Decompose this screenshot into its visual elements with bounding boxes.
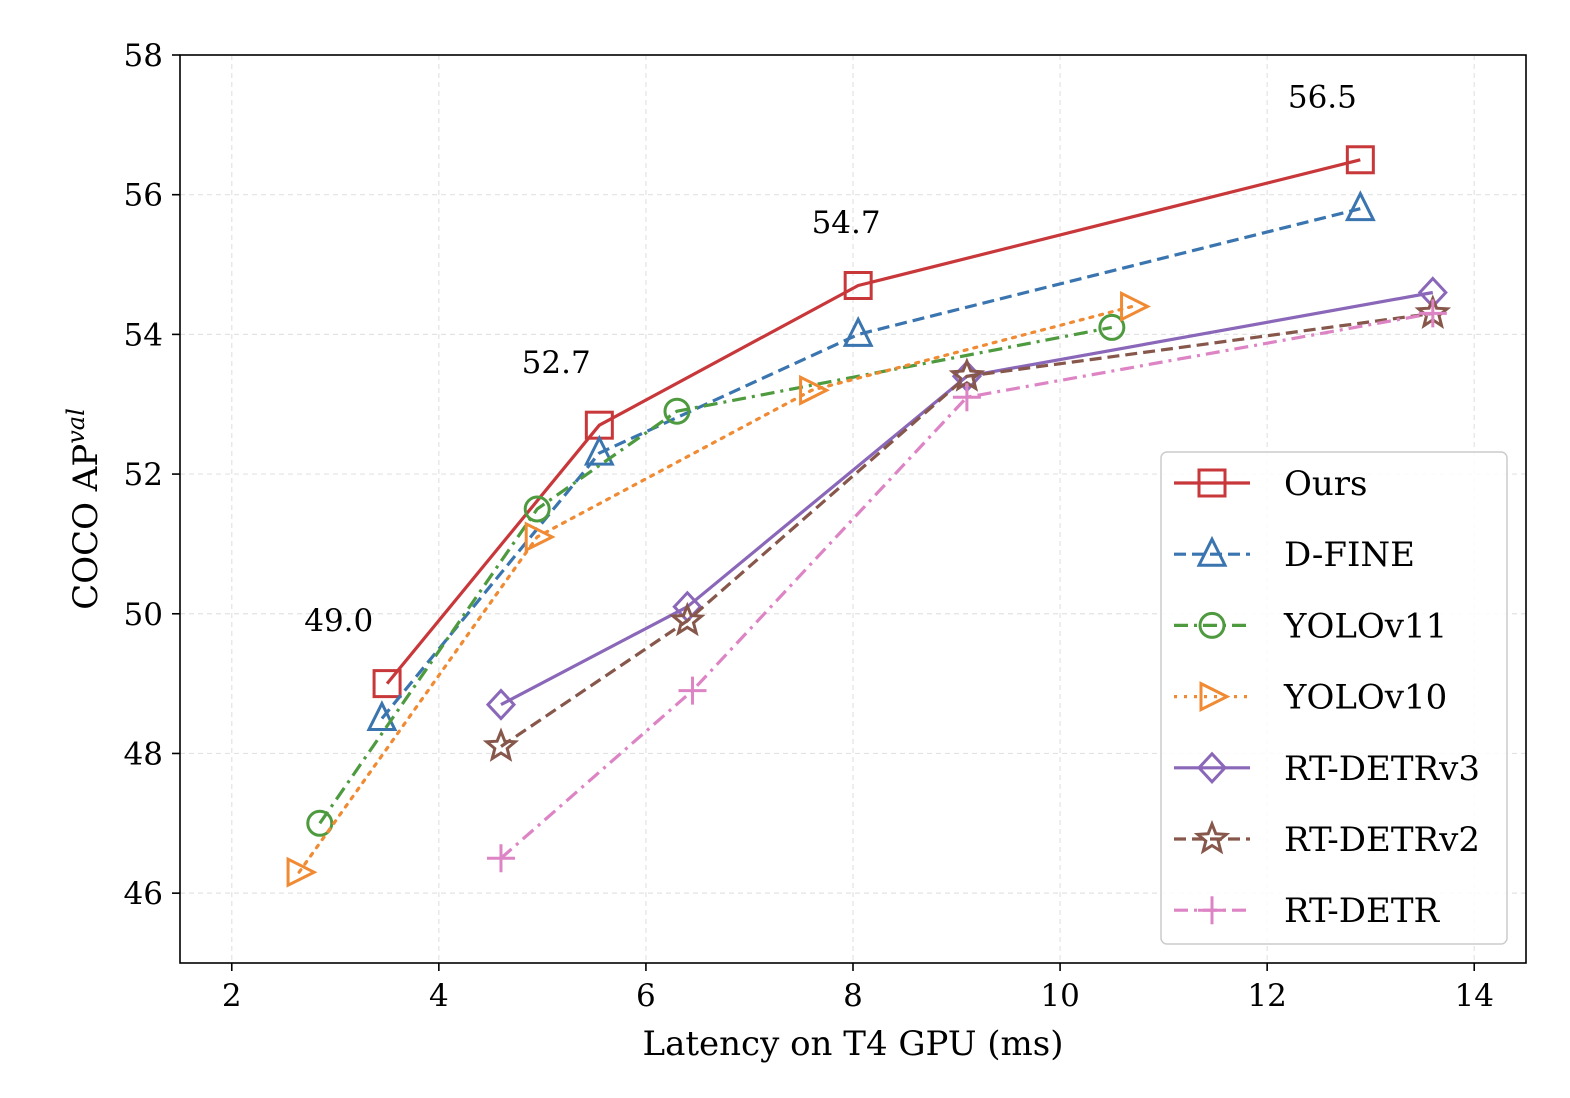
data-point-yolov10	[524, 521, 556, 553]
legend-label: RT-DETRv2	[1284, 820, 1480, 860]
legend-item-rt-detr: RT-DETR	[1174, 891, 1441, 931]
data-point-rt-detrv3	[485, 688, 517, 721]
series-layer	[286, 145, 1452, 888]
data-point-rt-detr	[486, 844, 515, 873]
legend-marker-rt-detrv3	[1196, 751, 1228, 785]
x-tick-label: 8	[843, 978, 863, 1014]
x-tick-label: 6	[636, 978, 656, 1014]
data-point-ours	[843, 270, 873, 300]
series-yolov11	[306, 313, 1126, 837]
data-point-yolov10	[286, 856, 318, 888]
legend-marker-yolov10	[1199, 681, 1231, 713]
y-tick-label: 48	[124, 736, 163, 772]
legend-marker-rt-detrv2	[1193, 819, 1231, 855]
series-line-d-fine	[380, 207, 1361, 720]
series-ours	[372, 145, 1375, 699]
data-point-rt-detr	[678, 676, 707, 705]
data-point-rt-detr	[952, 383, 981, 412]
series-line-yolov11	[318, 325, 1113, 825]
data-point-d-fine	[1344, 190, 1376, 222]
legend-item-ours: Ours	[1174, 464, 1367, 504]
series-line-rt-detrv3	[500, 290, 1434, 707]
x-tick-label: 4	[429, 978, 449, 1014]
y-tick-label: 54	[124, 317, 163, 353]
legend-item-rt-detrv2: RT-DETRv2	[1174, 819, 1480, 860]
data-point-d-fine	[366, 700, 398, 732]
legend-label: YOLOv11	[1283, 606, 1447, 646]
x-tick-label: 12	[1247, 978, 1286, 1014]
legend-marker-yolov11	[1198, 611, 1226, 639]
data-point-yolov11	[1098, 313, 1126, 341]
data-point-rt-detr	[1418, 299, 1447, 328]
series-line-ours	[385, 158, 1361, 685]
annotations: 49.0 52.7 54.7 56.5	[304, 79, 1357, 639]
y-tick-label: 58	[124, 38, 163, 74]
data-point-d-fine	[842, 316, 874, 347]
y-axis-label: COCO APval	[62, 408, 106, 610]
data-point-rt-detrv2	[482, 727, 520, 762]
x-tick-label: 10	[1040, 978, 1079, 1014]
y-axis-label-superscript: val	[62, 408, 90, 444]
y-tick-label: 52	[124, 457, 163, 493]
y-tick-label: 56	[124, 178, 163, 214]
series-line-rt-detr	[499, 311, 1434, 860]
data-point-yolov11	[663, 397, 691, 425]
legend-marker-rt-detr	[1198, 896, 1226, 925]
legend-label: D-FINE	[1284, 535, 1415, 575]
data-point-yolov10	[799, 374, 830, 406]
x-tick-label: 14	[1455, 978, 1494, 1014]
legend-label: YOLOv10	[1283, 678, 1447, 718]
y-tick-label: 46	[124, 876, 163, 912]
y-axis-label-main: COCO AP	[66, 444, 106, 610]
legend-marker-d-fine	[1196, 535, 1228, 567]
data-point-rt-detrv2	[948, 357, 986, 392]
data-point-yolov11	[523, 495, 551, 523]
legend-label: Ours	[1284, 464, 1367, 504]
legend-label: RT-DETR	[1284, 891, 1441, 931]
value-annotation: 52.7	[522, 345, 591, 381]
series-yolov10	[286, 291, 1151, 888]
series-d-fine	[366, 190, 1376, 732]
legend-label: RT-DETRv3	[1284, 749, 1480, 789]
data-point-ours	[372, 669, 402, 699]
legend-item-yolov11: YOLOv11	[1174, 606, 1447, 646]
legend-item-yolov10: YOLOv10	[1174, 678, 1447, 718]
legend-box	[1160, 451, 1508, 945]
data-point-d-fine	[583, 434, 615, 466]
x-tick-label: 2	[222, 978, 242, 1014]
data-point-ours	[1345, 145, 1375, 175]
value-annotation: 56.5	[1288, 79, 1357, 115]
legend-items: Ours D-FINE YOLOv11 YOLOv10 RT-DETRv3 RT-DETR…	[1174, 464, 1480, 931]
y-tick-label: 50	[124, 597, 163, 633]
legend: Ours D-FINE YOLOv11 YOLOv10 RT-DETRv3 RT-DETR…	[1160, 451, 1508, 945]
legend-marker-ours	[1197, 468, 1227, 498]
data-point-rt-detrv2	[669, 601, 706, 637]
series-line-rt-detrv2	[500, 311, 1434, 748]
value-annotation: 54.7	[812, 205, 881, 241]
legend-item-rt-detrv3: RT-DETRv3	[1174, 749, 1480, 789]
data-point-yolov10	[1120, 291, 1151, 322]
legend-item-d-fine: D-FINE	[1174, 535, 1415, 575]
data-point-yolov11	[306, 809, 334, 837]
series-rt-detr	[486, 299, 1447, 873]
value-annotation: 49.0	[304, 603, 373, 639]
x-axis-label: Latency on T4 GPU (ms)	[643, 1024, 1064, 1064]
